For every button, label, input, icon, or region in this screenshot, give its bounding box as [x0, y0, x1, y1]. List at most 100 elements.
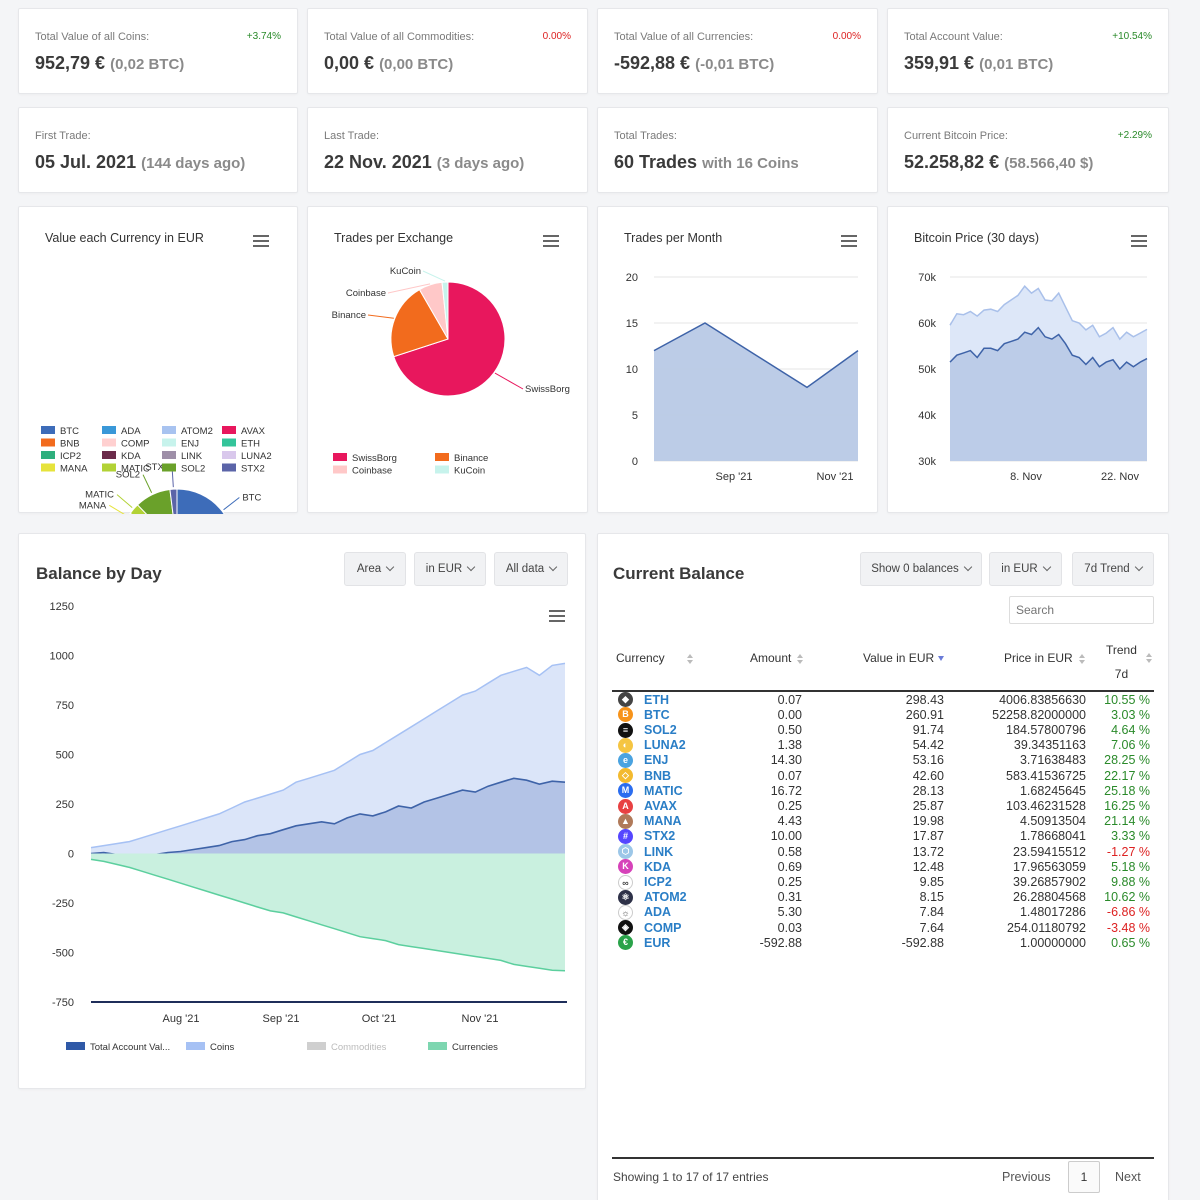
- currencies-line: [90, 858, 566, 972]
- total-trades-card: Total Trades: 60 Trades with 16 Coins: [597, 107, 878, 193]
- y-tick-label: 40k: [918, 410, 936, 422]
- stat-label: Total Value of all Currencies:: [614, 31, 754, 43]
- trend-cell: 10.55 %: [1104, 692, 1150, 707]
- page-1-button[interactable]: 1: [1068, 1161, 1100, 1193]
- search-input[interactable]: [1009, 596, 1154, 624]
- currency-link[interactable]: ADA: [644, 905, 672, 920]
- legend-swatch: [41, 438, 55, 447]
- legend-swatch: [307, 1042, 326, 1050]
- y-tick-label: -750: [52, 997, 74, 1009]
- legend-swatch: [333, 465, 347, 474]
- value-cell: 13.72: [912, 844, 944, 859]
- currency-link[interactable]: KDA: [644, 859, 672, 874]
- header-divider: [612, 690, 1154, 692]
- legend-label: MATIC: [121, 464, 150, 475]
- currency-link[interactable]: MATIC: [644, 783, 683, 798]
- total-line: [90, 777, 566, 859]
- date-range-dropdown[interactable]: All data: [494, 552, 568, 586]
- currency-link[interactable]: LUNA2: [644, 738, 686, 753]
- currency-link[interactable]: ICP2: [644, 875, 672, 890]
- amount-cell: -592.88: [759, 935, 802, 950]
- chart-type-dropdown[interactable]: Area: [344, 552, 406, 586]
- previous-page-button[interactable]: Previous: [1002, 1170, 1051, 1184]
- column-header-currency[interactable]: Currency: [616, 651, 693, 665]
- currency-link[interactable]: AVAX: [644, 799, 677, 814]
- exchange-pie-slice-swissborg: [393, 281, 506, 397]
- amount-cell: 0.07: [777, 692, 802, 707]
- enj-coin-icon: e: [618, 753, 633, 769]
- trend-period-dropdown[interactable]: 7d Trend: [1072, 552, 1154, 586]
- legend-swatch: [435, 453, 449, 461]
- pie-label: MANA: [79, 500, 107, 511]
- show-zero-balances-dropdown[interactable]: Show 0 balances: [860, 552, 982, 586]
- currency-link[interactable]: ENJ: [644, 753, 669, 768]
- x-tick-label: 22. Nov: [1101, 471, 1139, 483]
- amount-cell: 0.25: [777, 875, 802, 890]
- chart-menu-icon[interactable]: [1131, 235, 1147, 247]
- stat-change: 0.00%: [542, 31, 571, 42]
- stat-value: 359,91 € (0,01 BTC): [904, 53, 1054, 73]
- legend-label: BTC: [60, 426, 79, 437]
- table-info: Showing 1 to 17 of 17 entries: [613, 1170, 769, 1184]
- stat-subvalue: (58.566,40 $): [1004, 155, 1094, 172]
- chart-menu-icon[interactable]: [543, 235, 559, 247]
- pie-connector: [116, 494, 133, 508]
- legend-label: ICP2: [60, 451, 81, 462]
- coins-line: [90, 662, 566, 849]
- currency-link[interactable]: ETH: [644, 692, 669, 707]
- price-cell: 3.71638483: [1019, 753, 1086, 768]
- currency-link[interactable]: COMP: [644, 920, 682, 935]
- legend-swatch: [222, 451, 236, 459]
- value-cell: 298.43: [905, 692, 944, 707]
- chart-menu-icon[interactable]: [253, 235, 269, 247]
- chevron-down-icon: [1134, 562, 1143, 572]
- chart-menu-icon[interactable]: [549, 610, 565, 622]
- stat-value: 0,00 € (0,00 BTC): [324, 53, 454, 73]
- last-trade-card: Last Trade: 22 Nov. 2021 (3 days ago): [307, 107, 588, 193]
- icp2-coin-icon: ∞: [618, 874, 633, 890]
- exchange-pie-title: Trades per Exchange: [334, 231, 454, 245]
- sort-icon: [1146, 653, 1152, 663]
- trades-month-card: Trades per Month 0 5 10 15 20 Sep '21 Nov '21: [597, 206, 878, 513]
- currency-unit-dropdown[interactable]: in EUR: [414, 552, 486, 586]
- currency-link[interactable]: EUR: [644, 935, 671, 950]
- table-row: ☼ ADA 5.30 7.84 1.48017286 -6.86 %: [612, 905, 1154, 921]
- y-tick-label: 750: [56, 700, 74, 712]
- stat-change: +10.54%: [1112, 31, 1152, 42]
- currency-link[interactable]: LINK: [644, 844, 674, 859]
- currency-link[interactable]: ATOM2: [644, 890, 687, 905]
- column-header-price[interactable]: Price in EUR: [1004, 651, 1085, 665]
- column-header-trend[interactable]: Trend 7d: [1106, 643, 1137, 681]
- currency-link[interactable]: STX2: [644, 829, 676, 844]
- pie-label: Binance: [332, 310, 366, 321]
- chevron-down-icon: [1042, 562, 1051, 572]
- avax-coin-icon: A: [618, 798, 633, 814]
- currency-link[interactable]: BTC: [644, 707, 670, 722]
- y-tick-label: 250: [56, 799, 74, 811]
- y-tick-label: 50k: [918, 364, 936, 376]
- balance-unit-dropdown[interactable]: in EUR: [989, 552, 1062, 586]
- value-cell: 53.16: [912, 753, 944, 768]
- legend-swatch: [333, 453, 347, 461]
- currency-link[interactable]: MANA: [644, 814, 682, 829]
- account-value-card: Total Account Value: +10.54% 359,91 € (0,0…: [887, 8, 1169, 94]
- table-row: M MATIC 16.72 28.13 1.68245645 25.18 %: [612, 783, 1154, 799]
- column-header-value[interactable]: Value in EUR: [863, 651, 945, 665]
- next-page-button[interactable]: Next: [1115, 1170, 1141, 1184]
- trend-cell: 7.06 %: [1111, 738, 1150, 753]
- chart-menu-icon[interactable]: [841, 235, 857, 247]
- value-cell: 7.84: [919, 905, 944, 920]
- price-cell: 23.59415512: [1013, 844, 1086, 859]
- column-header-amount[interactable]: Amount: [750, 651, 804, 665]
- table-row: ⚛ ATOM2 0.31 8.15 26.28804568 10.62 %: [612, 889, 1154, 905]
- value-cell: 9.85: [919, 875, 944, 890]
- currency-link[interactable]: BNB: [644, 768, 672, 783]
- table-row: € EUR -592.88 -592.88 1.00000000 0.65 %: [612, 935, 1154, 951]
- legend-label: MANA: [60, 464, 88, 475]
- sort-desc-icon: [938, 656, 945, 662]
- amount-cell: 0.50: [777, 723, 802, 737]
- trend-cell: 10.62 %: [1104, 890, 1150, 905]
- value-cell: 28.13: [912, 783, 944, 798]
- currency-link[interactable]: SOL2: [644, 723, 677, 737]
- value-cell: 12.48: [912, 859, 944, 874]
